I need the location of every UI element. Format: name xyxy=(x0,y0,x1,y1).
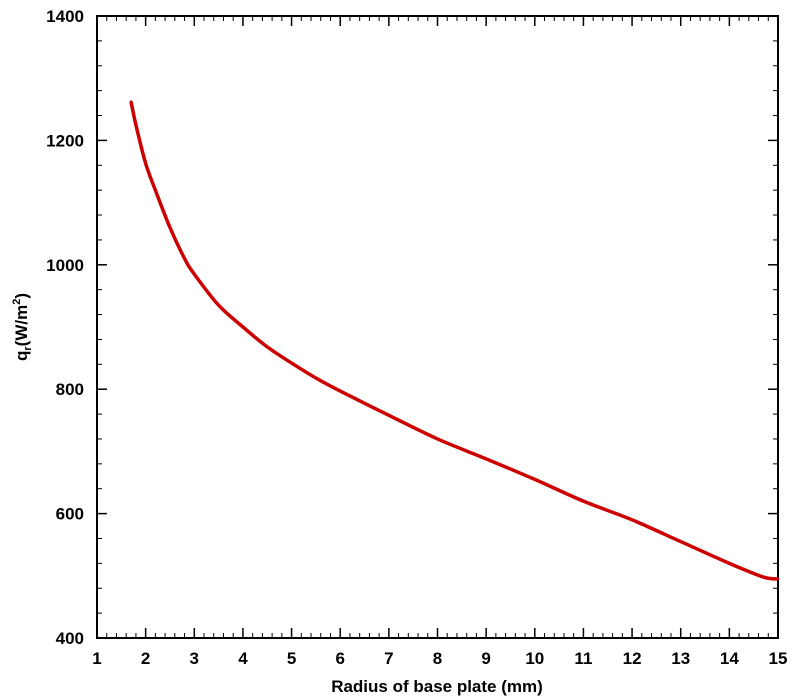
y-tick-labels: 400 600 800 1000 1200 1400 xyxy=(46,7,84,648)
data-point xyxy=(582,499,585,503)
x-tick-label: 3 xyxy=(190,649,199,668)
y-tick-label: 1400 xyxy=(46,7,84,26)
y-tick-label: 600 xyxy=(56,505,84,524)
data-point xyxy=(183,257,186,260)
data-point xyxy=(630,518,634,522)
x-tick-label: 1 xyxy=(92,649,101,668)
data-point xyxy=(290,361,293,365)
x-axis-title: Radius of base plate (mm) xyxy=(331,677,543,696)
y-axis-title-subscript: r xyxy=(22,346,34,351)
x-tick-label: 15 xyxy=(769,649,788,668)
data-point xyxy=(484,457,488,461)
data-point xyxy=(436,437,439,441)
x-tick-labels: 1 2 3 4 5 6 7 8 9 10 11 12 13 14 15 xyxy=(92,649,787,668)
y-tick-label: 400 xyxy=(56,629,84,648)
x-tick-label: 11 xyxy=(574,649,592,668)
data-point xyxy=(387,413,391,417)
data-point xyxy=(241,325,245,329)
y-tick-label: 1200 xyxy=(46,131,84,150)
data-point xyxy=(153,188,157,192)
data-point xyxy=(134,123,138,127)
x-tick-label: 6 xyxy=(335,649,344,668)
y-axis-title-main: q xyxy=(12,351,31,361)
data-point xyxy=(192,272,196,276)
y-axis-title-end: ) xyxy=(12,293,31,299)
x-tick-label: 8 xyxy=(433,649,442,668)
series-group xyxy=(129,100,780,581)
plot-frame xyxy=(96,15,779,639)
series-line-0 xyxy=(129,101,779,581)
x-tick-label: 12 xyxy=(623,649,642,668)
data-point xyxy=(762,575,765,579)
y-axis-title-middle: (W/m xyxy=(12,305,31,347)
x-tick-label: 2 xyxy=(141,649,150,668)
data-point xyxy=(265,345,269,349)
x-tick-label: 7 xyxy=(384,649,393,668)
data-point xyxy=(679,540,683,543)
y-axis-title-superscript: 2 xyxy=(11,299,23,305)
y-tick-label: 1000 xyxy=(46,256,84,275)
axis-ticks xyxy=(96,15,779,639)
x-tick-label: 10 xyxy=(525,649,544,668)
x-tick-label: 5 xyxy=(287,649,296,668)
x-tick-label: 9 xyxy=(481,649,490,668)
data-point xyxy=(129,100,133,104)
data-point xyxy=(168,226,172,229)
data-point xyxy=(144,162,148,165)
x-tick-label: 4 xyxy=(238,649,248,668)
data-point xyxy=(727,561,731,565)
data-point xyxy=(217,303,221,307)
data-point xyxy=(314,376,318,380)
x-tick-label: 14 xyxy=(720,649,739,668)
x-tick-label: 13 xyxy=(671,649,690,668)
data-point xyxy=(533,477,537,481)
y-tick-label: 800 xyxy=(56,380,84,399)
y-axis-title: qr(W/m2) xyxy=(11,293,34,361)
data-point xyxy=(776,577,780,581)
data-point xyxy=(338,389,342,393)
